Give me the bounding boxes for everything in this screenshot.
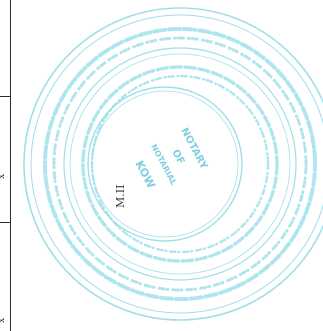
seal-center-line: OF: [169, 148, 186, 167]
seal-ring: [30, 14, 323, 314]
seal-inner-ring: [87, 86, 243, 242]
seal-ring: [69, 53, 291, 275]
seal-center-line: NOTARY: [178, 126, 209, 172]
seal-outer-ring: [23, 7, 323, 321]
seal-ring-text: [81, 65, 279, 263]
seal-ring-text: [52, 36, 308, 292]
form-row-divider: [0, 96, 11, 97]
signature-initials: M.II: [114, 185, 127, 208]
seal-ring-text: [43, 27, 317, 301]
seal-center-line: KOW: [132, 158, 157, 190]
form-row-divider: [0, 222, 11, 223]
form-left-border: [10, 0, 11, 331]
seal-ring-text: [90, 74, 270, 254]
seal-ring: [63, 47, 297, 281]
